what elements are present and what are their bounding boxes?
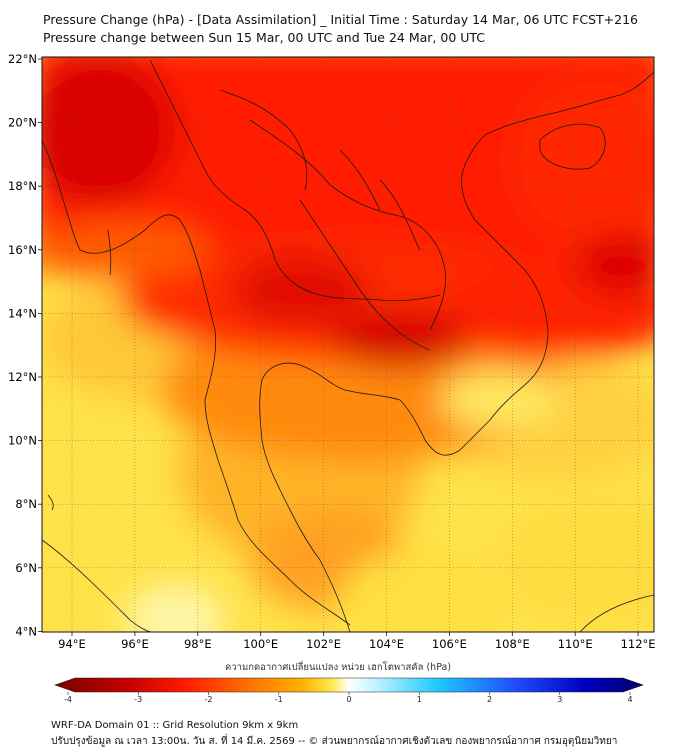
- colorbar-ticks: -4 -3 -2 -1 0 1 2 3 4: [64, 692, 633, 704]
- lat-label: 10°N: [8, 434, 37, 448]
- colorbar-tick-label: -1: [275, 695, 283, 704]
- pressure-field: [42, 57, 654, 632]
- graticule: [42, 57, 654, 632]
- lat-label: 12°N: [8, 370, 37, 384]
- colorbar-tick-label: 1: [417, 695, 422, 704]
- lon-label: 98°E: [184, 637, 212, 651]
- lon-label: 106°E: [432, 637, 467, 651]
- footer-update-info: ปรับปรุงข้อมูล ณ เวลา 13:00น. วัน ส. ที่…: [51, 736, 618, 747]
- latitude-labels: 22°N 20°N 18°N 16°N 14°N 12°N 10°N 8°N 6°N 4°N: [8, 52, 37, 638]
- colorbar-tick-label: -4: [64, 695, 72, 704]
- colorbar-tick-label: -2: [205, 695, 213, 704]
- colorbar: -4 -3 -2 -1 0 1 2 3 4: [54, 677, 644, 704]
- colorbar-tick-label: 2: [487, 695, 492, 704]
- lon-label: 96°E: [121, 637, 149, 651]
- lon-label: 94°E: [58, 637, 86, 651]
- lon-label: 110°E: [558, 637, 593, 651]
- footer-model-info: WRF-DA Domain 01 :: Grid Resolution 9km …: [51, 720, 299, 731]
- colorbar-title: ความกดอากาศเปลี่ยนแปลง หน่วย เฮกโตพาสคัล…: [224, 662, 452, 673]
- coastlines: [42, 59, 654, 632]
- colorbar-body: [54, 677, 644, 693]
- longitude-labels: 94°E 96°E 98°E 100°E 102°E 104°E 106°E 108°E 110…: [58, 637, 655, 651]
- lat-label: 18°N: [8, 179, 37, 193]
- colorbar-tick-label: 3: [557, 695, 562, 704]
- plot-frame: [41, 56, 655, 633]
- lon-label: 108°E: [495, 637, 530, 651]
- lat-label: 6°N: [15, 561, 37, 575]
- lat-label: 4°N: [15, 624, 37, 638]
- map-subtitle: Pressure change between Sun 15 Mar, 00 U…: [43, 30, 486, 45]
- colorbar-tick-label: -3: [134, 695, 142, 704]
- lon-label: 100°E: [243, 637, 278, 651]
- lon-label: 102°E: [306, 637, 341, 651]
- axis-ticks: [38, 58, 639, 636]
- lat-label: 16°N: [8, 243, 37, 257]
- lon-label: 104°E: [369, 637, 404, 651]
- colorbar-tick-label: 4: [627, 695, 632, 704]
- lon-label: 112°E: [621, 637, 656, 651]
- lat-label: 8°N: [15, 497, 37, 511]
- lat-label: 20°N: [8, 116, 37, 130]
- colorbar-tick-label: 0: [346, 695, 351, 704]
- map-title: Pressure Change (hPa) - [Data Assimilati…: [43, 12, 638, 27]
- lat-label: 14°N: [8, 306, 37, 320]
- lat-label: 22°N: [8, 52, 37, 66]
